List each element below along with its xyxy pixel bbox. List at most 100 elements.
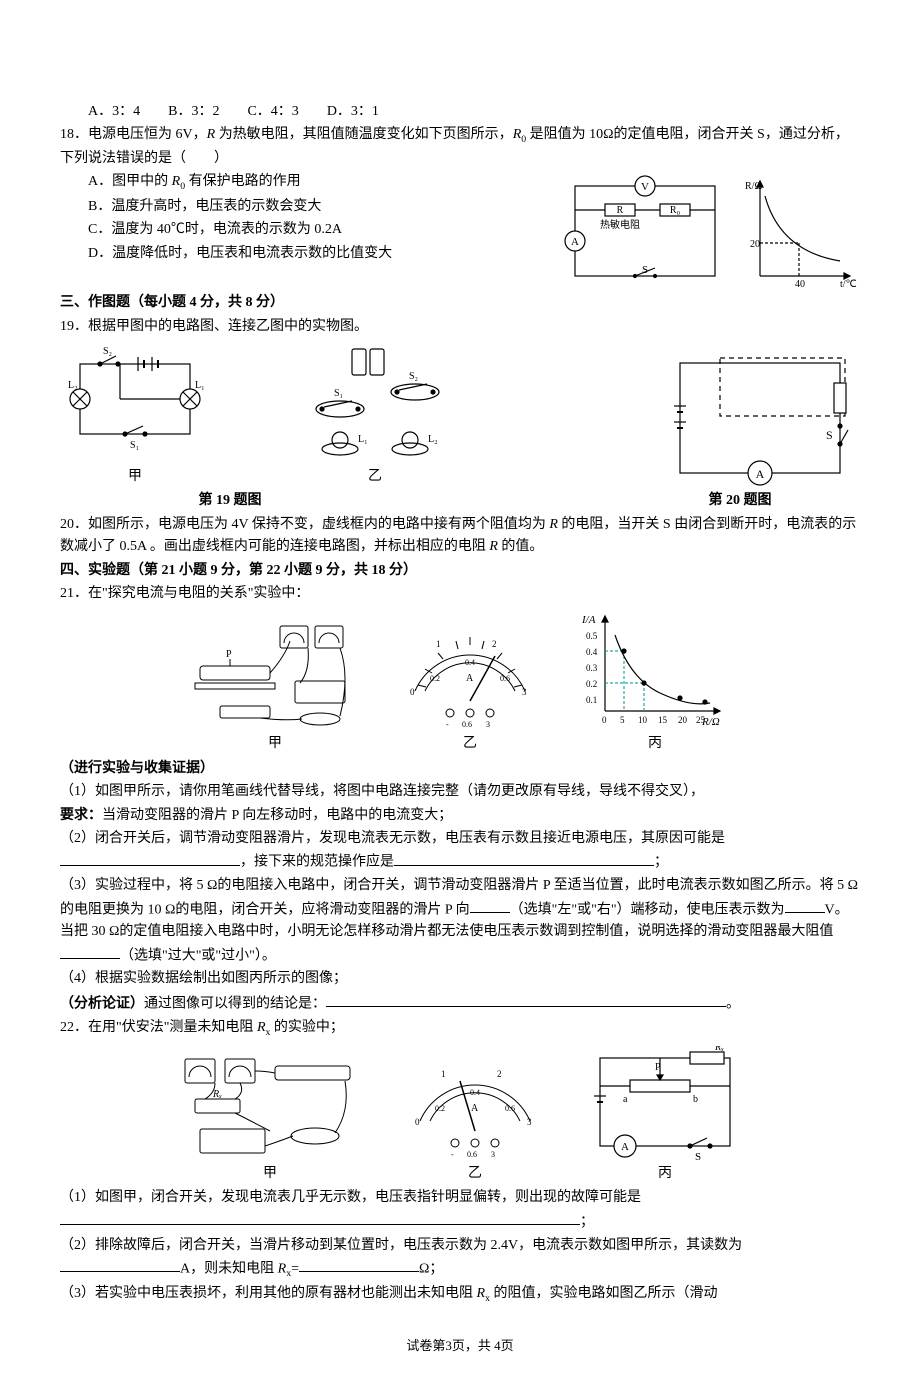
svg-text:0.6: 0.6 <box>500 674 510 683</box>
q22-stem-2: 的实验中； <box>270 1020 344 1035</box>
svg-text:1: 1 <box>441 1069 446 1079</box>
svg-text:热敏电阻: 热敏电阻 <box>600 218 640 231</box>
q22-p1b: ； <box>580 1214 594 1229</box>
q21-fig-jia: P 甲 <box>190 621 360 755</box>
q21-fig-yi: 0 1 2 3 0.2 0.4 0.6 A - 0.6 3 乙 <box>400 621 540 755</box>
svg-text:L₂: L₂ <box>428 434 438 445</box>
svg-text:2: 2 <box>492 639 497 649</box>
blank-q22-2b[interactable] <box>299 1257 419 1272</box>
svg-text:3: 3 <box>486 720 490 729</box>
blank-q21-3b[interactable] <box>785 898 825 913</box>
q18-block: 18．电源电压恒为 6V，R 为热敏电阻，其阻值随温度变化如下页图所示，R0 是… <box>60 124 860 291</box>
q18-a2: 有保护电路的作用 <box>185 174 301 189</box>
svg-text:S₁: S₁ <box>130 440 139 451</box>
q22-jia-label: 甲 <box>263 1163 277 1185</box>
q22-p2: （2）排除故障后，闭合开关，当滑片移动到某位置时，电压表示数为 2.4V，电流表… <box>60 1235 860 1282</box>
svg-text:0.6: 0.6 <box>462 720 472 729</box>
svg-text:S: S <box>695 1151 701 1161</box>
q17-opt-a: A．3：4 <box>88 104 140 119</box>
blank-q21-5[interactable] <box>326 992 726 1007</box>
svg-text:3: 3 <box>527 1117 532 1127</box>
blank-q22-2a[interactable] <box>60 1257 180 1272</box>
svg-text:0.2: 0.2 <box>586 679 597 689</box>
q19-jia-label: 甲 <box>128 466 142 488</box>
section-3-title: 三、作图题（每小题 4 分，共 8 分） <box>60 292 860 314</box>
svg-text:0.2: 0.2 <box>435 1104 445 1113</box>
svg-text:1: 1 <box>436 639 441 649</box>
svg-text:L₁: L₁ <box>195 380 205 391</box>
svg-text:2: 2 <box>497 1069 502 1079</box>
svg-text:-: - <box>446 720 449 729</box>
q22-p1a: （1）如图甲，闭合开关，发现电流表几乎无示数，电压表指针明显偏转，则出现的故障可… <box>60 1190 641 1205</box>
svg-text:0.4: 0.4 <box>470 1088 480 1097</box>
q21-jia-label: 甲 <box>268 733 282 755</box>
q21-stem: 21．在"探究电流与电阻的关系"实验中： <box>60 583 860 605</box>
svg-text:S₁: S₁ <box>334 388 343 399</box>
q21-bing-label: 丙 <box>648 733 662 755</box>
q18-a-R0: R <box>172 174 181 189</box>
q21-p5a: 通过图像可以得到的结论是： <box>144 996 326 1011</box>
svg-text:0.5: 0.5 <box>586 631 598 641</box>
blank-q21-3c[interactable] <box>60 944 120 959</box>
svg-text:20: 20 <box>678 715 688 725</box>
q21-figures: P 甲 <box>60 611 860 755</box>
q21-p3d: （选填"过大"或"过小"）。 <box>120 948 276 963</box>
svg-text:0.1: 0.1 <box>586 695 597 705</box>
blank-q21-3a[interactable] <box>470 898 510 913</box>
svg-text:25: 25 <box>696 715 706 725</box>
q21-p1: （1）如图甲所示，请你用笔画线代替导线，将图中电路连接完整（请勿更改原有导线，导… <box>60 781 860 803</box>
q22-yi-label: 乙 <box>468 1163 482 1185</box>
section-4-title: 四、实验题（第 21 小题 9 分，第 22 小题 9 分，共 18 分） <box>60 560 860 582</box>
fig-captions-row: 第 19 题图 第 20 题图 <box>60 490 860 512</box>
svg-text:A: A <box>471 1103 479 1114</box>
q22-ammeter-dial: 0 1 2 3 0.2 0.4 0.6 A - 0.6 3 <box>405 1051 545 1161</box>
svg-text:S: S <box>826 428 833 442</box>
q22-fig-bing: Rₓ P a b A S 丙 <box>585 1046 745 1185</box>
q18-stem-1: 18．电源电压恒为 6V， <box>60 127 207 142</box>
svg-text:S: S <box>642 264 648 276</box>
q20-fig: S A <box>660 348 860 488</box>
svg-text:I/A: I/A <box>581 614 596 626</box>
q21-p5: （分析论证）通过图像可以得到的结论是：。 <box>60 992 860 1016</box>
q22-p3-Rx: R <box>477 1286 486 1301</box>
q22-p2a: （2）排除故障后，闭合开关，当滑片移动到某位置时，电压表示数为 2.4V，电流表… <box>60 1238 742 1253</box>
q19-stem: 19．根据甲图中的电路图、连接乙图中的实物图。 <box>60 316 860 338</box>
svg-text:0.6: 0.6 <box>467 1150 477 1159</box>
q19-fig-jia: L₂ L₁ S₂ S₁ 甲 <box>60 344 210 488</box>
q21-p2: （2）闭合开关后，调节滑动变阻器滑片，发现电流表无示数，电压表有示数且接近电源电… <box>60 828 860 874</box>
q18-a1: A．图甲中的 <box>88 174 172 189</box>
q21-p1-req: 要求： <box>60 808 102 823</box>
q22-p3: （3）若实验中电压表损坏，利用其他的原有器材也能测出未知电阻 Rx 的阻值，实验… <box>60 1283 860 1306</box>
blank-q21-2a[interactable] <box>60 850 240 865</box>
q22-bing-label: 丙 <box>658 1163 672 1185</box>
q20-R-2: R <box>489 539 498 554</box>
svg-text:0.4: 0.4 <box>465 658 475 667</box>
q22-p2b: A，则未知电阻 <box>180 1261 278 1276</box>
svg-text:5: 5 <box>620 715 625 725</box>
q22-p3a: （3）若实验中电压表损坏，利用其他的原有器材也能测出未知电阻 <box>60 1286 477 1301</box>
blank-q21-2b[interactable] <box>394 850 654 865</box>
q22-stem: 22．在用"伏安法"测量未知电阻 Rx 的实验中； <box>60 1017 860 1040</box>
q17-opt-c: C．4：3 <box>247 104 298 119</box>
q21-graph: I/A R/Ω 0.1 0.2 0.3 0.4 0.5 0 5 10 15 20… <box>580 611 730 731</box>
q22-p2-Rx: R <box>278 1261 287 1276</box>
q18-circuit-graph: V R 热敏电阻 R₀ A S <box>560 171 860 291</box>
svg-text:0: 0 <box>602 715 607 725</box>
q21-p2c: ； <box>654 855 668 870</box>
q21-p3: （3）实验过程中，将 5 Ω的电阻接入电路中，闭合开关，调节滑动变阻器滑片 P … <box>60 875 860 967</box>
svg-text:3: 3 <box>522 687 527 697</box>
svg-text:R₀: R₀ <box>670 205 681 216</box>
svg-text:0.3: 0.3 <box>586 663 598 673</box>
q22-circuit-bing: Rₓ P a b A S <box>585 1046 745 1161</box>
blank-q22-1[interactable] <box>60 1210 580 1225</box>
svg-text:A: A <box>466 673 474 684</box>
q22-fig-yi: 0 1 2 3 0.2 0.4 0.6 A - 0.6 3 乙 <box>405 1051 545 1185</box>
q21-p2a: （2）闭合开关后，调节滑动变阻器滑片，发现电流表无示数，电压表有示数且接近电源电… <box>60 831 725 846</box>
q22-p1: （1）如图甲，闭合开关，发现电流表几乎无示数，电压表指针明显偏转，则出现的故障可… <box>60 1187 860 1233</box>
svg-text:a: a <box>623 1094 628 1105</box>
q17-opt-d: D．3：1 <box>327 104 379 119</box>
q22-p3b: 的阻值，实验电路如图乙所示（滑动 <box>490 1286 718 1301</box>
q21-h1: （进行实验与收集证据） <box>60 758 860 780</box>
q21-p1b-text: 当滑动变阻器的滑片 P 向左移动时，电路中的电流变大； <box>102 808 452 823</box>
svg-text:0.6: 0.6 <box>505 1104 515 1113</box>
